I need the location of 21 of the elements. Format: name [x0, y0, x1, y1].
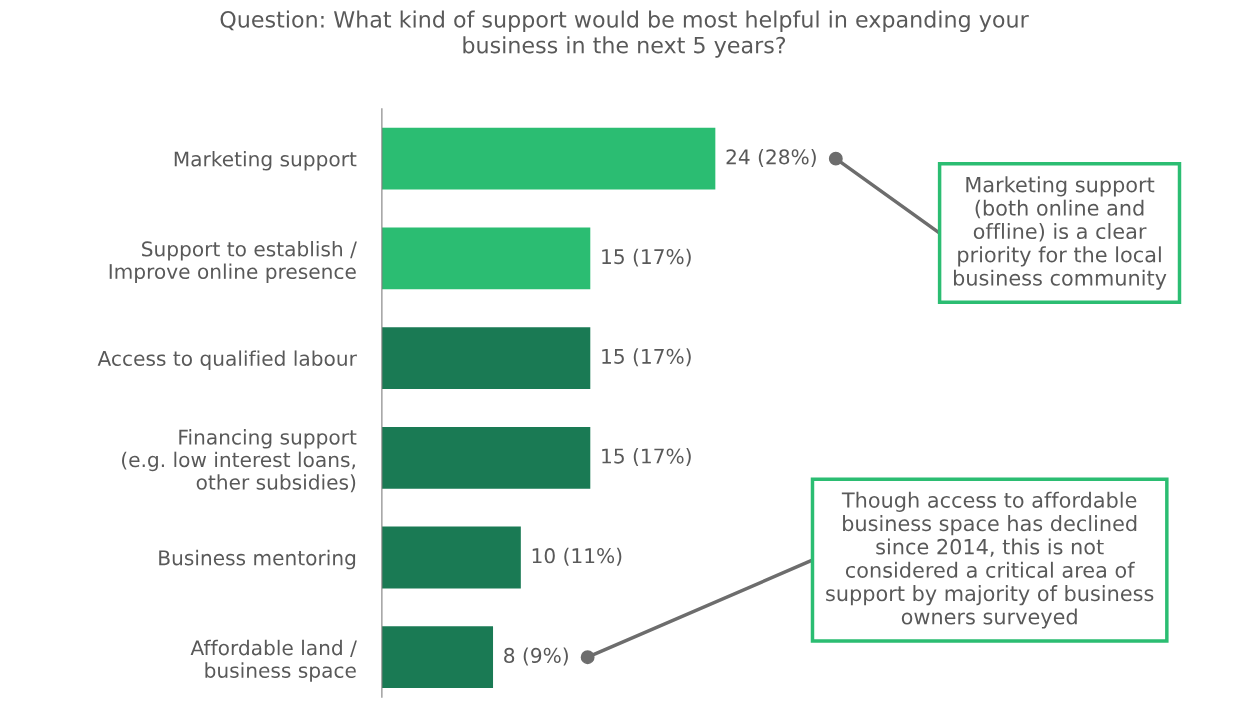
data-label: 15 (17%) — [602, 448, 691, 466]
bar — [381, 526, 521, 589]
data-label: 15 (17%) — [602, 248, 691, 267]
bar — [381, 127, 716, 190]
bar — [381, 426, 591, 489]
text: Marketing support (both online and offline) is a clear priority for the local business community — [953, 176, 1167, 290]
data-label: 24 (28%) — [726, 148, 816, 167]
bar — [381, 626, 494, 689]
y-tick-label: Support to establish / Improve online presence — [109, 240, 357, 284]
text: Though access to affordable business space has declined since 2014, this is not considered a critical area of support by majority of business owners surveyed — [826, 491, 1154, 629]
chart-title: Question: What kind of support would be most helpful in expanding your business in the next 5 years? — [220, 10, 1029, 58]
y-tick-label: Business mentoring — [159, 549, 356, 570]
y-tick-label: Access to qualified labour — [97, 350, 357, 370]
y-tick-label: Financing support (e.g. low interest loans, other subsidies) — [122, 429, 357, 493]
bar — [381, 227, 591, 290]
y-tick-label: Affordable land / business space — [190, 639, 357, 682]
y-tick-label: Marketing support — [174, 151, 357, 171]
bar — [381, 327, 591, 389]
data-label: 10 (11%) — [532, 547, 622, 566]
data-label: 15 (17%) — [602, 348, 691, 367]
data-label: 8 (9%) — [504, 647, 568, 666]
